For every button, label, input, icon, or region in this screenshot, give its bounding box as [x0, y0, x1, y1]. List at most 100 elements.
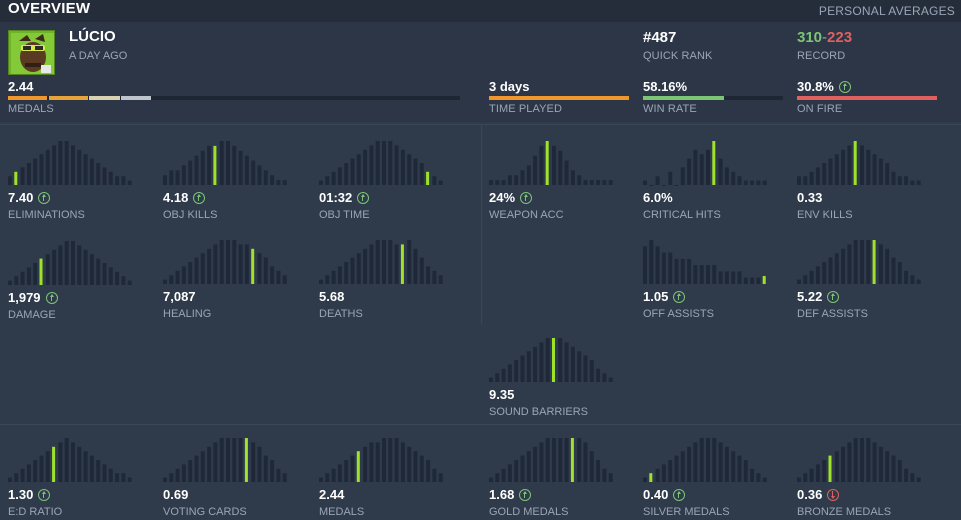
histogram-bar: [375, 442, 380, 482]
histogram-bar: [803, 473, 808, 482]
histogram-bar: [77, 149, 82, 185]
stat-deaths[interactable]: 5.68 DEATHS: [319, 229, 459, 320]
histogram-bar: [539, 145, 544, 185]
stat-bronze-medals[interactable]: 0.36 BRONZE MEDALS: [797, 427, 937, 518]
histogram-bar: [891, 171, 896, 185]
histogram-bar: [649, 185, 654, 186]
stat-value-row: 7.40: [8, 190, 51, 205]
histogram-bar-current: [545, 141, 549, 185]
histogram-bar: [699, 154, 704, 185]
histogram-bar: [539, 342, 544, 382]
histogram-bar: [699, 265, 704, 284]
stat-env-kills[interactable]: 0.33 ENV KILLS: [797, 130, 937, 221]
histogram-bar: [514, 175, 519, 185]
histogram-bar: [226, 141, 230, 185]
stat-medals-hist[interactable]: 2.44 MEDALS: [319, 427, 459, 518]
stat-damage[interactable]: 1,979 DAMAGE: [8, 230, 148, 321]
stat-critical-hits[interactable]: 6.0% CRITICAL HITS: [643, 130, 783, 221]
histogram-bar: [706, 265, 710, 284]
histogram-bar-current: [400, 244, 404, 284]
histogram-bar: [687, 446, 692, 482]
histogram-bar: [163, 279, 167, 284]
histogram-bar: [226, 240, 230, 284]
stat-sound-barriers[interactable]: 9.35 SOUND BARRIERS: [489, 327, 629, 418]
stat-healing[interactable]: 7,087 HEALING: [163, 229, 303, 320]
stat-weapon-acc[interactable]: 24% WEAPON ACC: [489, 130, 629, 221]
medal-bar-segment: [89, 96, 120, 100]
stat-value-row: 9.35: [489, 387, 514, 402]
stat-obj-kills[interactable]: 4.18 OBJ KILLS: [163, 130, 303, 221]
histogram-bar: [207, 145, 212, 185]
histogram-bar: [718, 158, 723, 185]
histogram-bar: [680, 451, 685, 482]
histogram-bar: [693, 265, 698, 284]
stat-silver-medals[interactable]: 0.40 SILVER MEDALS: [643, 427, 783, 518]
histogram-bar: [438, 275, 443, 284]
histogram-bar: [872, 154, 877, 185]
histogram-bar: [39, 455, 44, 482]
histogram-bar: [175, 468, 180, 482]
histogram-bar: [608, 473, 613, 482]
histogram-bar: [188, 460, 193, 482]
on-fire-fill: [797, 96, 937, 100]
stat-eliminations[interactable]: 7.40 ELIMINATIONS: [8, 130, 148, 221]
histogram-bar: [58, 141, 63, 185]
histogram-bar: [674, 455, 679, 482]
histogram-bar: [64, 241, 69, 285]
stat-value-row: 0.69: [163, 487, 188, 502]
histogram-bar: [552, 145, 556, 185]
histogram-bar: [121, 176, 126, 185]
stat-label: VOTING CARDS: [163, 506, 247, 518]
histogram-bar: [169, 275, 174, 284]
stat-voting-cards[interactable]: 0.69 VOTING CARDS: [163, 427, 303, 518]
histogram-bar: [724, 167, 729, 185]
histogram-bar: [904, 270, 909, 284]
histogram-bar: [121, 473, 126, 482]
histogram-bar: [64, 438, 69, 482]
histogram-bar: [539, 442, 544, 482]
histogram-bar: [337, 266, 342, 284]
histogram-bar: [375, 240, 380, 284]
histogram-bar: [841, 149, 846, 185]
histogram-bar: [58, 442, 63, 482]
personal-averages-toggle[interactable]: PERSONAL AVERAGES: [818, 4, 955, 18]
histogram-bar: [426, 266, 431, 284]
stat-obj-time[interactable]: 01:32 OBJ TIME: [319, 130, 459, 221]
record-value: 310-223: [797, 29, 852, 46]
histogram-bar: [545, 338, 550, 382]
histogram-bar: [71, 145, 75, 185]
histogram-bar: [750, 180, 755, 185]
histogram-bar: [706, 438, 710, 482]
histogram-bar: [860, 145, 864, 185]
stat-value: 9.35: [489, 387, 515, 402]
histogram-bar: [363, 149, 368, 185]
histogram-bar: [916, 477, 921, 482]
histogram-bar: [219, 240, 224, 284]
stat-value: 6.0%: [643, 190, 673, 205]
histogram-bar: [71, 241, 75, 285]
histogram-bar: [577, 175, 582, 185]
win-rate-label: WIN RATE: [643, 103, 697, 115]
histogram-bar: [20, 468, 25, 482]
histogram-bar: [564, 438, 569, 482]
stat-value-row: 1.68: [489, 487, 532, 502]
trend-up-icon: [38, 488, 51, 501]
stat-value: 1.30: [8, 487, 34, 502]
histogram-bar: [916, 180, 921, 185]
stat-def-assists[interactable]: 5.22 DEF ASSISTS: [797, 229, 937, 320]
histogram-bar: [263, 257, 268, 284]
stat-value-row: 2.44: [319, 487, 344, 502]
histogram-bar: [238, 244, 243, 284]
histogram-bar: [577, 351, 582, 382]
stat-ed-ratio[interactable]: 1.30 E:D RATIO: [8, 427, 148, 518]
histogram-bar: [102, 167, 107, 185]
histogram-bar: [878, 158, 883, 185]
trend-down-icon: [827, 488, 840, 501]
histogram-bar: [319, 180, 323, 185]
stat-gold-medals[interactable]: 1.68 GOLD MEDALS: [489, 427, 629, 518]
stat-off-assists[interactable]: 1.05 OFF ASSISTS: [643, 229, 783, 320]
histogram-bar: [655, 176, 660, 185]
histogram-bar: [756, 277, 761, 284]
histogram-obj-kills: [163, 141, 287, 185]
histogram-bar: [655, 246, 660, 284]
